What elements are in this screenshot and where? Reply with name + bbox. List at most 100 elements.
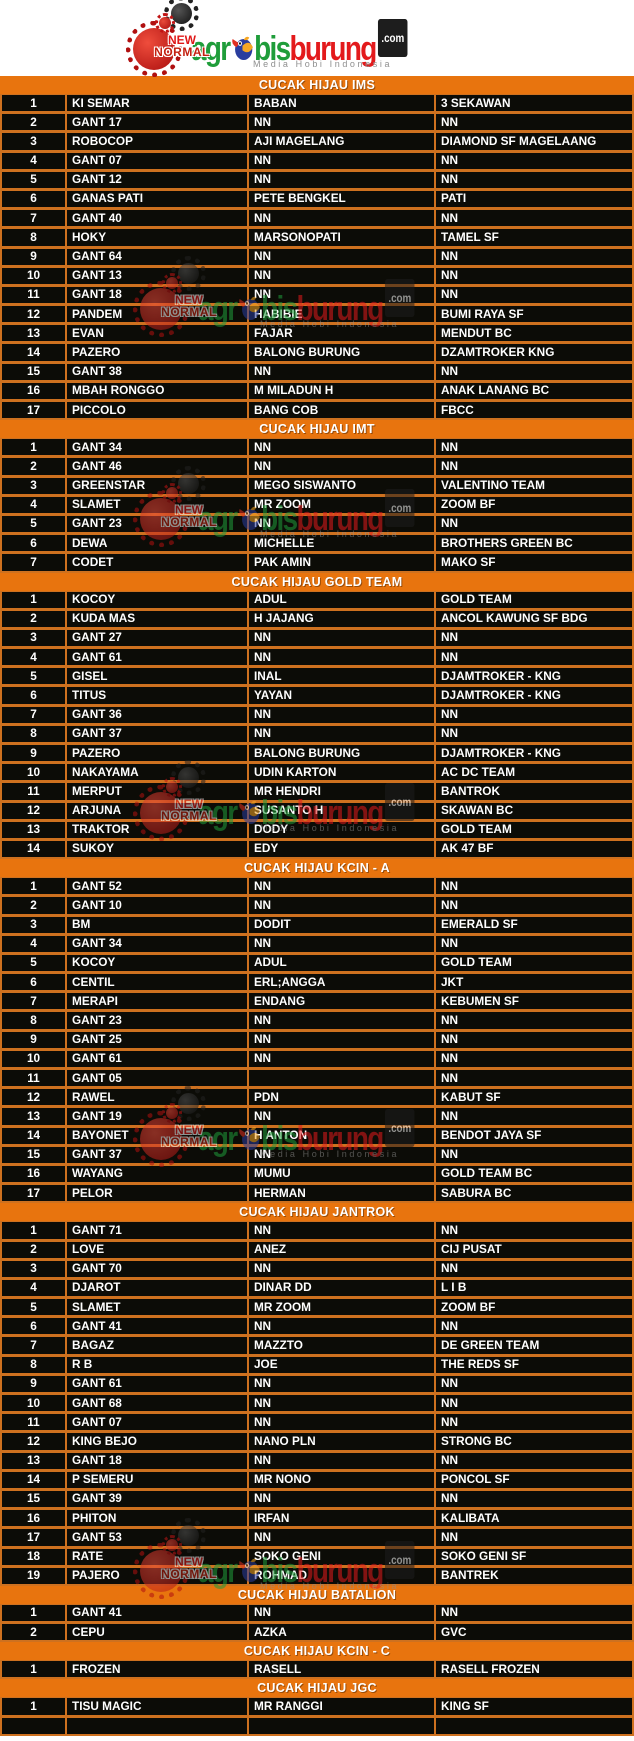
table-row: 3 GREENSTAR MEGO SISWANTO VALENTINO TEAM — [0, 476, 634, 496]
owner-cell: FAJAR — [247, 325, 434, 342]
rank-cell: 6 — [30, 191, 37, 206]
masthead — [0, 0, 634, 76]
table-row: 10 GANT 13 NN NN — [0, 266, 634, 286]
table-row: 17 GANT 53 NN NN — [0, 1528, 634, 1548]
team-cell: GOLD TEAM — [434, 821, 632, 838]
owner-cell: NN — [247, 878, 434, 895]
bird-name-cell: GANT 41 — [65, 1604, 247, 1622]
owner-cell: PDN — [247, 1089, 434, 1106]
owner-cell: NN — [247, 629, 434, 647]
rank-cell: 6 — [30, 1318, 37, 1333]
bird-name-cell: GANT 71 — [65, 1222, 247, 1239]
owner-cell: NN — [247, 1031, 434, 1048]
team-cell: NN — [434, 1452, 632, 1469]
bird-name-cell: GANT 68 — [65, 1395, 247, 1412]
team-cell: MAKO SF — [434, 554, 632, 571]
bird-name-cell: GANT 12 — [65, 171, 247, 188]
team-cell: DJAMTROKER - KNG — [434, 745, 632, 762]
bird-name-cell: GANT 17 — [65, 114, 247, 131]
team-cell: BANTREK — [434, 1567, 632, 1584]
rank-cell: 4 — [30, 649, 37, 664]
table-row: 1 GANT 71 NN NN — [0, 1221, 634, 1241]
table-row: 10 NAKAYAMA UDIN KARTON AC DC TEAM — [0, 763, 634, 783]
team-cell: NN — [434, 1395, 632, 1412]
owner-cell: NN — [247, 458, 434, 475]
bird-name-cell: GANT 46 — [65, 458, 247, 475]
table-row: 6 TITUS YAYAN DJAMTROKER - KNG — [0, 686, 634, 706]
bird-name-cell: KOCOY — [65, 591, 247, 608]
bird-name-cell: RAWEL — [65, 1089, 247, 1106]
bird-name-cell: KUDA MAS — [65, 610, 247, 627]
table-row: 14 PAZERO BALONG BURUNG DZAMTROKER KNG — [0, 343, 634, 363]
rank-cell: 13 — [26, 1108, 41, 1123]
bird-name-cell: TRAKTOR — [65, 821, 247, 838]
table-row: 16 WAYANG MUMU GOLD TEAM BC — [0, 1164, 634, 1185]
rank-cell: 12 — [26, 306, 41, 321]
table-row: 3 GANT 27 NN NN — [0, 628, 634, 649]
team-cell: BANTROK — [434, 783, 632, 800]
rank-cell: 16 — [26, 383, 41, 398]
owner-cell: NN — [247, 286, 434, 304]
owner-cell: DODIT — [247, 916, 434, 933]
owner-cell: NANO PLN — [247, 1433, 434, 1450]
table-row: 19 PAJERO ROHMAD BANTREK — [0, 1566, 634, 1586]
table-row: 12 PANDEM HABIBIE BUMI RAYA SF — [0, 305, 634, 325]
table-row: 9 GANT 25 NN NN — [0, 1030, 634, 1050]
table-row: 1 GANT 52 NN NN — [0, 877, 634, 897]
bird-name-cell: GANT 19 — [65, 1108, 247, 1125]
team-cell: NN — [434, 706, 632, 723]
table-row: 13 GANT 19 NN NN — [0, 1107, 634, 1127]
rank-cell: 1 — [30, 439, 37, 454]
table-row: 5 GANT 23 NN NN — [0, 514, 634, 535]
owner-cell: HABIBIE — [247, 306, 434, 323]
owner-cell: BANG COB — [247, 402, 434, 419]
owner-cell: MR ZOOM — [247, 496, 434, 513]
table-row: 15 GANT 37 NN NN — [0, 1145, 634, 1165]
bird-name-cell: GANT 23 — [65, 1012, 247, 1029]
bird-name-cell: BM — [65, 916, 247, 933]
bird-name-cell: PAJERO — [65, 1567, 247, 1584]
bird-name-cell: KI SEMAR — [65, 95, 247, 112]
table-row: 7 GANT 40 NN NN — [0, 209, 634, 229]
table-row: 5 KOCOY ADUL GOLD TEAM — [0, 953, 634, 974]
table-row: 1 KOCOY ADUL GOLD TEAM — [0, 590, 634, 610]
table-row — [0, 1716, 634, 1736]
team-cell: NN — [434, 1490, 632, 1508]
team-cell: GOLD TEAM BC — [434, 1165, 632, 1183]
bird-name-cell: HOKY — [65, 229, 247, 246]
rank-cell: 1 — [30, 1605, 37, 1620]
table-row: 17 PICCOLO BANG COB FBCC — [0, 401, 634, 421]
table-row: 3 ROBOCOP AJI MAGELANG DIAMOND SF MAGELAANG — [0, 132, 634, 152]
rank-cell: 2 — [30, 1624, 37, 1639]
bird-name-cell: PELOR — [65, 1185, 247, 1202]
bird-name-cell: GANT 07 — [65, 1414, 247, 1431]
bird-name-cell: DEWA — [65, 535, 247, 552]
rank-cell: 10 — [26, 1051, 41, 1066]
table-row: 4 SLAMET MR ZOOM ZOOM BF — [0, 495, 634, 515]
owner-cell: NN — [247, 1414, 434, 1431]
owner-cell: NN — [247, 1222, 434, 1239]
bird-name-cell: FROZEN — [65, 1661, 247, 1678]
rank-cell: 11 — [27, 783, 40, 798]
bird-name-cell: PAZERO — [65, 344, 247, 361]
team-cell: SABURA BC — [434, 1185, 632, 1202]
owner-cell: INAL — [247, 668, 434, 685]
rank-cell: 18 — [26, 1549, 41, 1563]
owner-cell: ERL;ANGGA — [247, 974, 434, 991]
table-row: 13 GANT 18 NN NN — [0, 1451, 634, 1471]
team-cell: PATI — [434, 190, 632, 208]
team-cell: NN — [434, 267, 632, 284]
team-cell: NN — [434, 897, 632, 914]
bird-name-cell — [65, 1717, 247, 1734]
table-row: 2 KUDA MAS H JAJANG ANCOL KAWUNG SF BDG — [0, 609, 634, 629]
rank-cell: 16 — [26, 1510, 41, 1525]
team-cell: NN — [434, 878, 632, 895]
results-table: CUCAK HIJAU IMS 1 KI SEMAR BABAN 3 SEKAWAN 2 G… — [0, 76, 634, 1736]
bird-name-cell: ROBOCOP — [65, 133, 247, 150]
rank-cell: 13 — [26, 1453, 41, 1468]
team-cell: NN — [434, 1050, 632, 1067]
team-cell: L I B — [434, 1279, 632, 1297]
team-cell: NN — [434, 1529, 632, 1546]
bird-name-cell: GANT 53 — [65, 1529, 247, 1546]
table-row: 14 SUKOY EDY AK 47 BF — [0, 839, 634, 860]
